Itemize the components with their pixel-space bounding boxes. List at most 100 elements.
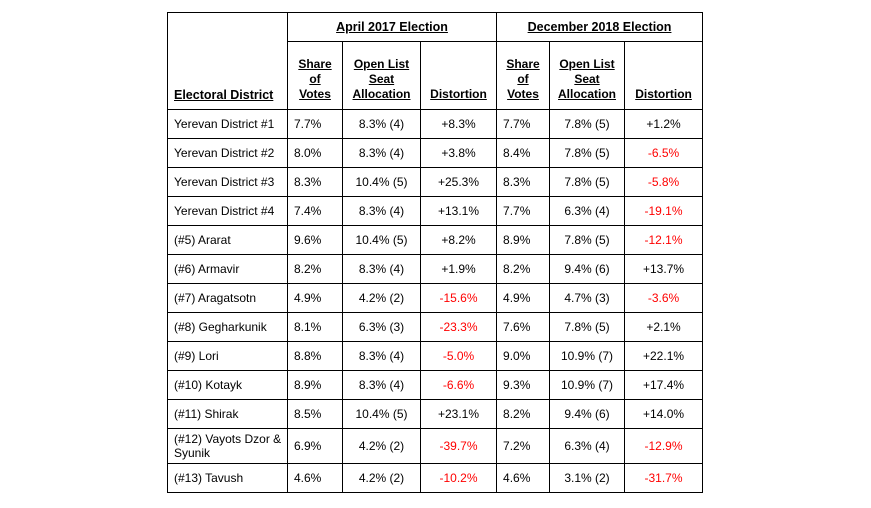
table-row: (#10) Kotayk 8.9% 8.3% (4) -6.6% 9.3% 10.9% (… xyxy=(167,370,704,400)
b-share-cell: 7.6% xyxy=(496,312,551,342)
table-row: (#8) Gegharkunik 8.1% 6.3% (3) -23.3% 7.6% 7.… xyxy=(167,312,704,342)
table-row: (#13) Tavush 4.6% 4.2% (2) -10.2% 4.6% 3.1% (… xyxy=(167,463,704,493)
district-cell: (#5) Ararat xyxy=(167,225,288,255)
a-allocation-cell: 4.2% (2) xyxy=(342,428,421,464)
b-share-cell: 7.7% xyxy=(496,196,551,226)
b-distortion-cell: -5.8% xyxy=(624,167,704,197)
election-distortion-table: Electoral District April 2017 Election D… xyxy=(167,12,704,493)
b-distortion-cell: +1.2% xyxy=(624,109,704,139)
a-distortion-cell: -39.7% xyxy=(419,428,498,464)
b-distortion-cell: -12.9% xyxy=(624,428,704,464)
a-distortion-cell: +13.1% xyxy=(419,196,498,226)
table-row: (#12) Vayots Dzor & Syunik 6.9% 4.2% (2) -3… xyxy=(167,428,704,464)
a-share-cell: 7.7% xyxy=(287,109,343,139)
district-cell: (#6) Armavir xyxy=(167,254,288,284)
b-allocation-cell: 7.8% (5) xyxy=(549,109,626,139)
b-share-header: Share of Votes xyxy=(496,41,551,110)
table-row: (#11) Shirak 8.5% 10.4% (5) +23.1% 8.2% 9.4% … xyxy=(167,399,704,429)
table-row: (#7) Aragatsotn 4.9% 4.2% (2) -15.6% 4.9% 4.7… xyxy=(167,283,704,313)
a-distortion-cell: +1.9% xyxy=(419,254,498,284)
b-share-cell: 9.0% xyxy=(496,341,551,371)
a-share-cell: 8.3% xyxy=(287,167,343,197)
a-allocation-cell: 4.2% (2) xyxy=(342,283,421,313)
a-distortion-cell: +23.1% xyxy=(419,399,498,429)
b-distortion-cell: -3.6% xyxy=(624,283,704,313)
b-distortion-header: Distortion xyxy=(624,41,704,110)
table-row: (#9) Lori 8.8% 8.3% (4) -5.0% 9.0% 10.9% (7) +… xyxy=(167,341,704,371)
district-cell: (#7) Aragatsotn xyxy=(167,283,288,313)
table-row: Yerevan District #2 8.0% 8.3% (4) +3.8% 8.4%… xyxy=(167,138,704,168)
b-distortion-cell: +22.1% xyxy=(624,341,704,371)
b-share-cell: 4.9% xyxy=(496,283,551,313)
b-share-cell: 8.3% xyxy=(496,167,551,197)
a-distortion-cell: -15.6% xyxy=(419,283,498,313)
district-cell: Yerevan District #4 xyxy=(167,196,288,226)
electoral-district-header: Electoral District xyxy=(167,12,288,110)
b-distortion-cell: -6.5% xyxy=(624,138,704,168)
b-share-cell: 8.2% xyxy=(496,254,551,284)
b-share-cell: 8.9% xyxy=(496,225,551,255)
a-allocation-cell: 8.3% (4) xyxy=(342,196,421,226)
table-row: Yerevan District #1 7.7% 8.3% (4) +8.3% 7.7%… xyxy=(167,109,704,139)
b-allocation-cell: 3.1% (2) xyxy=(549,463,626,493)
a-distortion-cell: +8.2% xyxy=(419,225,498,255)
b-allocation-cell: 6.3% (4) xyxy=(549,196,626,226)
a-distortion-cell: -5.0% xyxy=(419,341,498,371)
b-allocation-cell: 7.8% (5) xyxy=(549,138,626,168)
a-allocation-cell: 6.3% (3) xyxy=(342,312,421,342)
table-row: Yerevan District #4 7.4% 8.3% (4) +13.1% 7.7… xyxy=(167,196,704,226)
a-allocation-cell: 8.3% (4) xyxy=(342,109,421,139)
b-share-cell: 8.2% xyxy=(496,399,551,429)
b-share-cell: 7.7% xyxy=(496,109,551,139)
a-allocation-cell: 4.2% (2) xyxy=(342,463,421,493)
district-cell: (#12) Vayots Dzor & Syunik xyxy=(167,428,288,464)
a-allocation-cell: 8.3% (4) xyxy=(342,370,421,400)
district-cell: Yerevan District #3 xyxy=(167,167,288,197)
table-row: Yerevan District #3 8.3% 10.4% (5) +25.3% 8.… xyxy=(167,167,704,197)
b-allocation-header: Open List Seat Allocation xyxy=(549,41,626,110)
b-allocation-cell: 10.9% (7) xyxy=(549,341,626,371)
group-header-row: Electoral District April 2017 Election D… xyxy=(167,12,704,110)
a-allocation-cell: 10.4% (5) xyxy=(342,399,421,429)
a-allocation-cell: 10.4% (5) xyxy=(342,225,421,255)
a-distortion-header: Distortion xyxy=(419,41,498,110)
b-distortion-cell: +17.4% xyxy=(624,370,704,400)
a-allocation-header: Open List Seat Allocation xyxy=(342,41,421,110)
table-row: (#6) Armavir 8.2% 8.3% (4) +1.9% 8.2% 9.4% (6… xyxy=(167,254,704,284)
district-cell: (#8) Gegharkunik xyxy=(167,312,288,342)
b-allocation-cell: 10.9% (7) xyxy=(549,370,626,400)
a-distortion-cell: -10.2% xyxy=(419,463,498,493)
b-allocation-cell: 7.8% (5) xyxy=(549,225,626,255)
sub-header-row: Share of Votes Open List Seat Allocation… xyxy=(168,41,704,110)
a-allocation-cell: 8.3% (4) xyxy=(342,138,421,168)
a-distortion-cell: -6.6% xyxy=(419,370,498,400)
a-share-cell: 8.0% xyxy=(287,138,343,168)
a-share-cell: 8.1% xyxy=(287,312,343,342)
a-share-header: Share of Votes xyxy=(287,41,343,110)
april-2017-header: April 2017 Election xyxy=(286,12,498,42)
a-distortion-cell: +3.8% xyxy=(419,138,498,168)
b-share-cell: 7.2% xyxy=(496,428,551,464)
b-share-cell: 4.6% xyxy=(496,463,551,493)
b-allocation-cell: 4.7% (3) xyxy=(549,283,626,313)
district-cell: (#9) Lori xyxy=(167,341,288,371)
a-share-cell: 8.9% xyxy=(287,370,343,400)
a-allocation-cell: 8.3% (4) xyxy=(342,341,421,371)
district-cell: (#11) Shirak xyxy=(167,399,288,429)
district-cell: (#13) Tavush xyxy=(167,463,288,493)
b-distortion-cell: -12.1% xyxy=(624,225,704,255)
table-row: (#5) Ararat 9.6% 10.4% (5) +8.2% 8.9% 7.8% (5… xyxy=(167,225,704,255)
b-distortion-cell: +13.7% xyxy=(624,254,704,284)
b-allocation-cell: 6.3% (4) xyxy=(549,428,626,464)
a-allocation-cell: 10.4% (5) xyxy=(342,167,421,197)
b-distortion-cell: +2.1% xyxy=(624,312,704,342)
b-allocation-cell: 9.4% (6) xyxy=(549,399,626,429)
b-distortion-cell: -19.1% xyxy=(624,196,704,226)
a-distortion-cell: -23.3% xyxy=(419,312,498,342)
a-share-cell: 7.4% xyxy=(287,196,343,226)
a-share-cell: 6.9% xyxy=(287,428,343,464)
december-2018-header: December 2018 Election xyxy=(496,12,704,42)
a-share-cell: 4.6% xyxy=(287,463,343,493)
b-allocation-cell: 9.4% (6) xyxy=(549,254,626,284)
district-cell: Yerevan District #2 xyxy=(167,138,288,168)
